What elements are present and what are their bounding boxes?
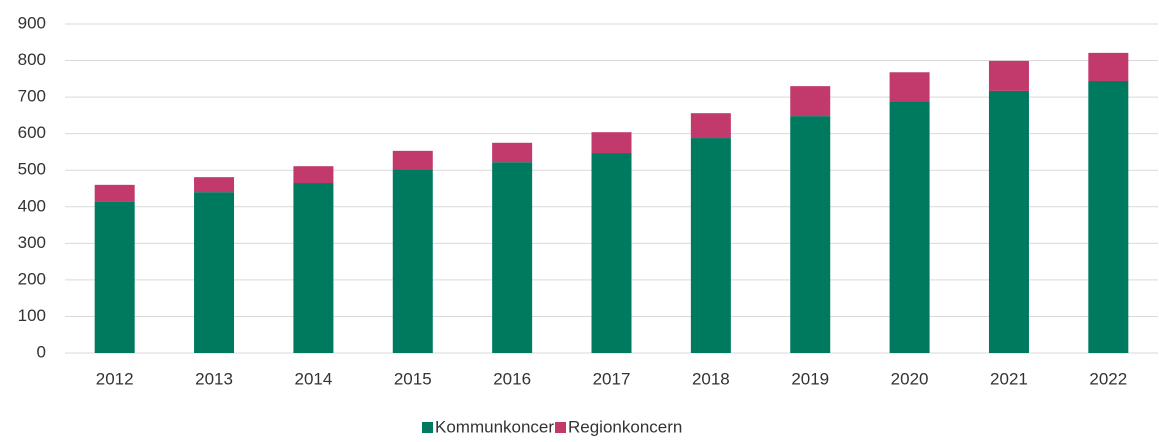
bar-segment [591, 153, 632, 353]
x-tick-label: 2014 [294, 369, 332, 388]
bar-segment [690, 113, 731, 139]
bar-segment [492, 162, 533, 353]
bar-segment [988, 60, 1029, 91]
x-tick-label: 2021 [990, 369, 1028, 388]
x-tick-label: 2012 [96, 369, 134, 388]
bar-segment [194, 177, 235, 193]
legend-swatch [422, 422, 433, 433]
bar-segment [988, 90, 1029, 353]
y-tick-label: 100 [18, 306, 46, 325]
y-tick-label: 900 [18, 13, 46, 32]
bar-segment [591, 132, 632, 154]
y-tick-label: 400 [18, 196, 46, 215]
bar-segment [1088, 81, 1129, 353]
y-tick-label: 500 [18, 160, 46, 179]
bar-segment [293, 183, 334, 353]
bar-segment [94, 184, 135, 202]
legend-swatch [555, 422, 566, 433]
bar-segment [889, 72, 930, 102]
x-tick-label: 2016 [493, 369, 531, 388]
x-tick-label: 2022 [1089, 369, 1127, 388]
bar-segment [690, 138, 731, 353]
bar-segment [492, 142, 533, 163]
x-tick-label: 2019 [791, 369, 829, 388]
bar-segment [790, 86, 831, 117]
x-tick-label: 2013 [195, 369, 233, 388]
y-tick-label: 0 [37, 342, 46, 361]
bar-segment [293, 166, 334, 184]
bar-segment [392, 169, 433, 353]
bar-segment [392, 150, 433, 170]
y-tick-label: 300 [18, 233, 46, 252]
y-tick-label: 200 [18, 269, 46, 288]
y-tick-label: 600 [18, 123, 46, 142]
x-tick-label: 2015 [394, 369, 432, 388]
y-tick-label: 800 [18, 50, 46, 69]
bar-segment [1088, 52, 1129, 82]
bar-segment [889, 101, 930, 353]
legend-label: Regionkoncern [568, 417, 682, 436]
bar-segment [790, 116, 831, 354]
x-tick-label: 2017 [593, 369, 631, 388]
legend-label: Kommunkoncern [435, 417, 564, 436]
bar-segment [194, 192, 235, 353]
y-tick-label: 700 [18, 87, 46, 106]
x-tick-label: 2018 [692, 369, 730, 388]
x-tick-label: 2020 [891, 369, 929, 388]
bar-segment [94, 201, 135, 353]
